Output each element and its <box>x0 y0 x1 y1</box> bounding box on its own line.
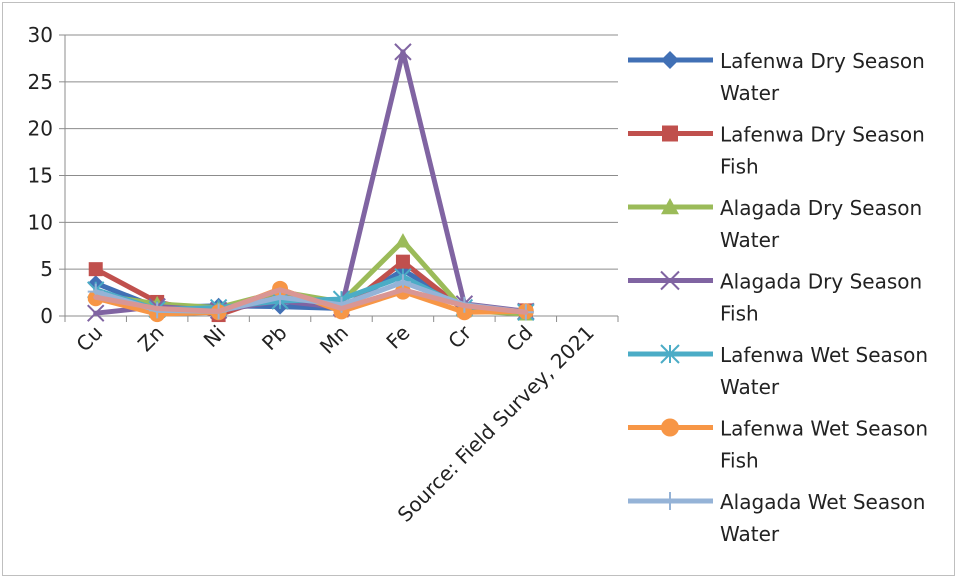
legend-label: Lafenwa Wet Season <box>720 343 928 367</box>
series-line <box>93 287 529 315</box>
data-point <box>661 51 679 69</box>
data-point <box>88 262 103 277</box>
legend-label: Fish <box>720 449 759 473</box>
y-tick-label: 5 <box>40 257 53 281</box>
legend-item: Alagada Dry Season Water <box>628 196 922 252</box>
x-tick-label: Ni <box>199 321 230 352</box>
y-tick-label: 15 <box>28 164 53 188</box>
y-tick-label: 20 <box>28 117 53 141</box>
legend-item: Alagada Wet Season Water <box>628 490 925 546</box>
legend-item: Lafenwa Dry Season Fish <box>628 123 925 179</box>
legend-label: Alagada Dry Season <box>720 270 922 294</box>
data-point <box>661 198 679 215</box>
legend-item: Lafenwa Dry Season Water <box>628 49 925 105</box>
data-point <box>662 125 678 142</box>
series-3 <box>87 43 535 322</box>
x-tick-label: Zn <box>133 321 169 357</box>
legend-item: Alagada Dry Season Fish <box>628 270 922 326</box>
series-7 <box>93 287 529 315</box>
legend-label: Water <box>720 375 780 399</box>
data-point <box>87 304 105 322</box>
legend-label: Water <box>720 522 780 546</box>
legend-label: Lafenwa Wet Season <box>720 417 928 441</box>
x-tick-label: Fe <box>381 321 414 354</box>
gridlines <box>65 34 618 270</box>
legend-item: Lafenwa Wet Season Water <box>628 343 928 399</box>
series-line <box>93 49 529 316</box>
x-tick-label: Source: Field Survey, 2021 <box>393 321 599 527</box>
y-tick-label: 30 <box>28 23 53 47</box>
legend-label: Lafenwa Dry Season <box>720 123 925 147</box>
legend-label: Water <box>720 228 780 252</box>
legend-label: Fish <box>720 155 759 179</box>
series-group <box>87 43 535 323</box>
data-point <box>660 344 680 364</box>
data-point <box>394 233 411 248</box>
x-tick-label: Pb <box>257 321 291 355</box>
x-tick-label: Cu <box>71 321 107 357</box>
legend-label: Alagada Dry Season <box>720 196 922 220</box>
legend-label: Lafenwa Dry Season <box>720 49 925 73</box>
data-point <box>660 270 680 291</box>
x-tick-label: Mn <box>315 321 353 359</box>
data-point <box>395 254 410 269</box>
y-tick-labels: 0 5 10 15 20 25 30 <box>28 23 53 328</box>
data-point <box>661 418 679 437</box>
legend-label: Fish <box>720 302 759 326</box>
legend-item: Lafenwa Wet Season Fish <box>628 417 928 473</box>
x-tick-label: Cr <box>443 320 476 353</box>
x-tick-label: Cd <box>502 321 538 357</box>
data-point <box>394 43 412 61</box>
legend-label: Water <box>720 81 780 105</box>
y-tick-label: 0 <box>40 304 53 328</box>
axes <box>59 34 619 322</box>
data-point <box>661 492 679 510</box>
legend-label: Alagada Wet Season <box>720 490 925 514</box>
y-tick-label: 10 <box>28 210 53 234</box>
y-tick-label: 25 <box>28 70 53 94</box>
